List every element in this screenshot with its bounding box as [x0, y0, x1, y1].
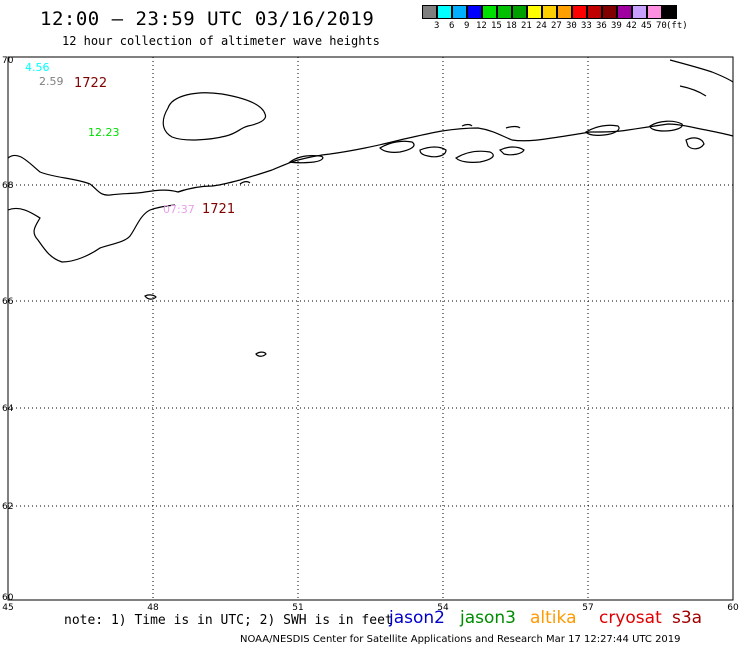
coast-west: [7, 154, 185, 196]
coast-detail-3: [419, 146, 447, 158]
legend-unit: (ft): [666, 21, 688, 31]
satellite-s3a: s3a: [672, 608, 703, 628]
coast-northeast: [669, 59, 734, 83]
satellite-jason2: jason2: [389, 608, 445, 628]
map-subtitle: 12 hour collection of altimeter wave hei…: [62, 34, 380, 48]
legend-swatch: [467, 5, 482, 19]
legend-swatch: [557, 5, 572, 19]
legend-swatch: [617, 5, 632, 19]
legend-swatch: [482, 5, 497, 19]
lon-tick-label: 60: [727, 603, 739, 613]
lat-tick-label: 70: [2, 56, 14, 66]
coast-southwest: [7, 204, 176, 263]
legend-label: 18: [506, 21, 517, 31]
legend-swatch: [437, 5, 452, 19]
lat-tick-label: 66: [2, 297, 14, 307]
color-legend-bar: [422, 5, 677, 19]
legend-swatch: [422, 5, 437, 19]
lon-tick-label: 54: [437, 603, 449, 613]
satellite-cryosat: cryosat: [599, 608, 662, 628]
small-island-1: [144, 294, 157, 300]
lon-tick-label: 48: [147, 603, 159, 613]
lon-tick-label: 51: [292, 603, 303, 613]
legend-swatch: [542, 5, 557, 19]
legend-swatch: [587, 5, 602, 19]
legend-swatch: [632, 5, 647, 19]
pass-time-2: 1721: [202, 202, 235, 217]
coast-detail-6: [585, 124, 620, 136]
legend-label: 6: [449, 21, 455, 31]
map-frame: [7, 56, 734, 601]
legend-label: 39: [611, 21, 622, 31]
map-title: 12:00 — 23:59 UTC 03/16/2019: [40, 8, 375, 30]
coastline: [7, 59, 734, 357]
coast-northeast-2: [679, 85, 707, 97]
island-outline: [162, 92, 267, 141]
legend-label: 9: [464, 21, 470, 31]
map-gridlines: [8, 57, 733, 600]
legend-label: 3: [434, 21, 440, 31]
obs-value-1: 4.56: [25, 61, 50, 74]
legend-swatch: [527, 5, 542, 19]
coast-detail-5: [498, 146, 525, 156]
legend-label: 27: [551, 21, 562, 31]
obs-value-4: 07:37: [163, 203, 195, 216]
coast-main: [177, 123, 734, 193]
coast-detail-4: [455, 150, 494, 163]
legend-swatch: [662, 5, 677, 19]
legend-swatch: [647, 5, 662, 19]
legend-swatch: [512, 5, 527, 19]
lon-tick-label: 57: [582, 603, 593, 613]
lat-tick-label: 62: [2, 502, 13, 512]
lat-axis-labels: 70 68 66 64 62 60: [2, 56, 14, 603]
legend-label: 12: [476, 21, 487, 31]
legend-label: 15: [491, 21, 502, 31]
satellite-altika: altika: [530, 608, 577, 628]
legend-swatch: [572, 5, 587, 19]
coast-detail-7: [649, 120, 683, 132]
legend-label: 33: [581, 21, 592, 31]
coast-islets-2: [461, 123, 473, 127]
legend-swatch: [452, 5, 467, 19]
small-island-2: [255, 351, 267, 357]
obs-value-3: 12.23: [88, 126, 120, 139]
legend-label: 21: [521, 21, 532, 31]
coast-islets-3: [239, 181, 251, 185]
footer-note: note: 1) Time is in UTC; 2) SWH is in fe…: [64, 613, 393, 628]
coast-detail-1: [288, 155, 324, 164]
footer-credit: NOAA/NESDIS Center for Satellite Applica…: [240, 634, 681, 645]
pass-time-1: 1722: [74, 76, 107, 91]
lon-axis-labels: 45 48 51 54 57 60: [2, 603, 739, 613]
legend-swatch: [497, 5, 512, 19]
legend-label: 24: [536, 21, 547, 31]
lat-tick-label: 68: [2, 181, 14, 191]
lon-tick-label: 45: [2, 603, 13, 613]
obs-value-2: 2.59: [39, 75, 64, 88]
legend-label: 30: [566, 21, 577, 31]
lat-tick-label: 64: [2, 404, 14, 414]
lat-tick-label: 60: [2, 593, 14, 603]
legend-label: 42: [626, 21, 637, 31]
coast-islets-1: [505, 125, 521, 129]
legend-label: 70: [656, 21, 667, 31]
legend-swatch: [602, 5, 617, 19]
coast-detail-8: [685, 137, 705, 150]
legend-label: 36: [596, 21, 607, 31]
legend-label: 45: [641, 21, 652, 31]
coast-detail-2: [379, 140, 415, 153]
satellite-jason3: jason3: [460, 608, 516, 628]
